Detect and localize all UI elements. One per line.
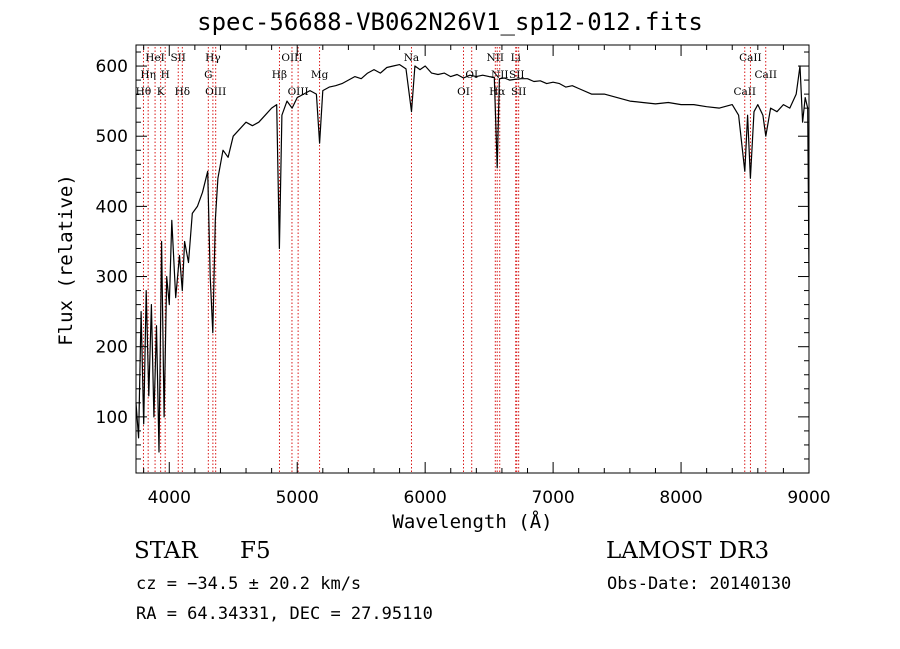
y-tick-label: 600 (96, 57, 128, 77)
object-class: STAR (134, 538, 198, 564)
line-marker-label: Li (511, 52, 522, 64)
line-marker-label: Hδ (175, 86, 190, 98)
line-marker-label: Hγ (205, 52, 220, 64)
line-marker-label: NII (491, 69, 508, 81)
x-tick-label: 7000 (531, 488, 574, 508)
line-marker-label: Hη (140, 69, 155, 81)
ra-dec-coordinates: RA = 64.34331, DEC = 27.95110 (136, 604, 433, 624)
line-marker-label: OIII (281, 52, 302, 64)
y-axis-label: Flux (relative) (55, 174, 77, 346)
y-tick-label: 300 (96, 268, 128, 288)
y-tick-label: 200 (96, 338, 128, 358)
x-tick-label: 9000 (787, 488, 830, 508)
x-tick-label: 6000 (404, 488, 447, 508)
plot-frame (136, 45, 809, 473)
y-tick-label: 400 (96, 197, 128, 217)
redshift-cz: cz = −34.5 ± 20.2 km/s (136, 574, 361, 594)
x-axis-label: Wavelength (Å) (136, 511, 809, 533)
line-marker-label: OI (465, 69, 478, 81)
line-marker-label: CaII (754, 69, 777, 81)
object-subclass: F5 (240, 538, 271, 564)
line-marker-label: Na (404, 52, 419, 64)
x-tick-label: 4000 (148, 488, 191, 508)
axis-ticks (136, 45, 809, 473)
x-tick-label: 8000 (659, 488, 702, 508)
line-marker-label: OIII (205, 86, 226, 98)
line-marker-label: Hα (489, 86, 505, 98)
line-marker-label: OI (457, 86, 470, 98)
line-marker-label: SII (170, 52, 186, 64)
axis-tick-labels: 4000 5000 6000 7000 8000 9000 100 200 300 400 500 6… (96, 57, 831, 508)
line-marker-label: Hθ (136, 86, 151, 98)
line-marker-label: CaII (739, 52, 762, 64)
line-marker-label: K (157, 86, 165, 98)
observation-date: Obs-Date: 20140130 (607, 574, 791, 594)
line-markers (143, 47, 765, 473)
line-marker-label: Mg (311, 69, 329, 81)
line-marker-label: OIII (288, 86, 309, 98)
line-marker-label: NII (487, 52, 504, 64)
line-marker-label: HeI (145, 52, 165, 64)
line-marker-label: H (161, 69, 170, 81)
line-marker-label: G (204, 69, 212, 81)
spectrum-line (136, 65, 809, 452)
line-marker-label: SII (511, 86, 527, 98)
survey-name: LAMOST DR3 (606, 538, 769, 564)
line-marker-label: CaII (733, 86, 756, 98)
line-marker-label: Hβ (272, 69, 287, 81)
line-marker-label: SII (509, 69, 525, 81)
chart-title: spec-56688-VB062N26V1_sp12-012.fits (0, 8, 900, 36)
y-tick-label: 100 (96, 408, 128, 428)
x-tick-label: 5000 (276, 488, 319, 508)
y-tick-label: 500 (96, 127, 128, 147)
